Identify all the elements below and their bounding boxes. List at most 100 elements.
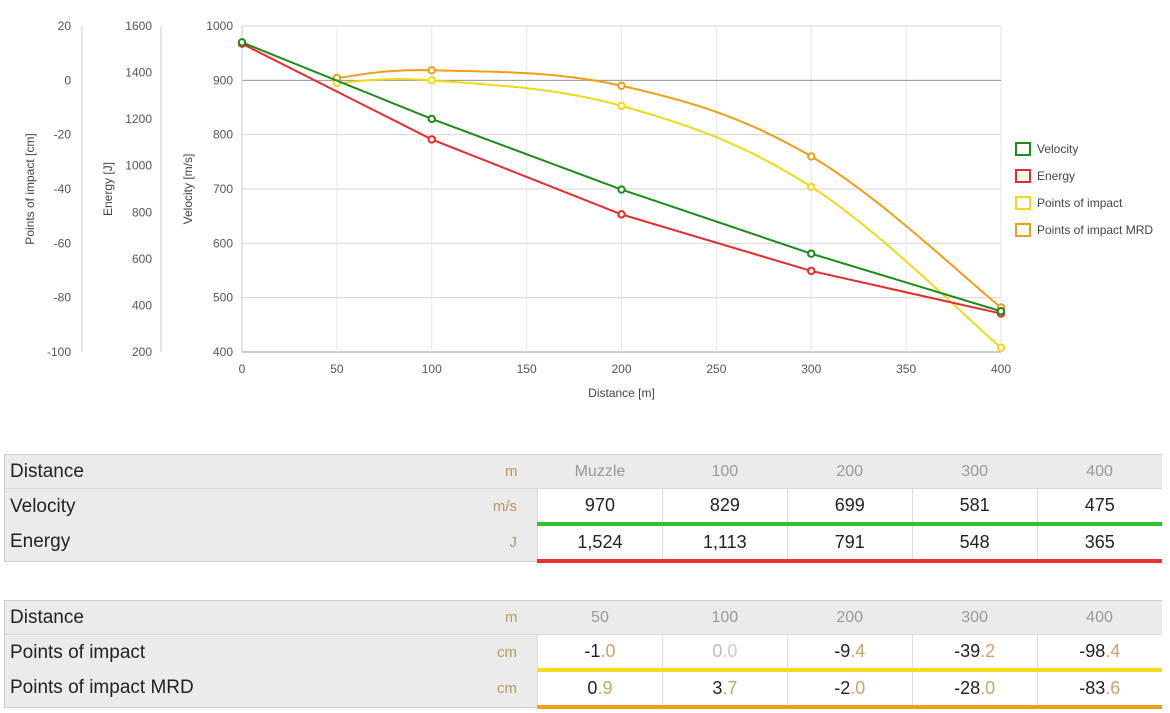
legend-swatch-velocity	[1015, 142, 1031, 156]
table-row: Points of impact MRD cm 0.9 3.7 -2.0 -28.0 -83…	[4, 670, 1162, 709]
points-of-impact-mrd-point	[427, 66, 436, 75]
value-decimal: .6	[1105, 678, 1121, 698]
value-cell: 791	[786, 524, 913, 563]
y-tick-label: 1200	[125, 112, 152, 126]
points-of-impact-point	[427, 76, 436, 85]
value-decimal: .0	[722, 641, 738, 661]
row-unit: cm	[424, 670, 538, 708]
row-label: Energy	[4, 524, 425, 562]
y-tick-label: 700	[213, 182, 233, 196]
y-tick-label: 500	[213, 291, 233, 305]
table-row: Velocity m/s 970 829 699 581 475	[4, 488, 1162, 526]
value-cell: -1.0	[537, 634, 663, 672]
value-integer: 1,524	[577, 532, 623, 552]
value-cell: 1,524	[537, 524, 663, 563]
legend-swatch-energy	[1015, 169, 1031, 183]
legend-swatch-points-of-impact	[1015, 196, 1031, 210]
value-cell: 548	[911, 524, 1038, 563]
value-cell: 581	[911, 488, 1038, 526]
value-cell: 0.9	[537, 670, 663, 709]
points-of-impact-table: Distance m 50 100 200 300 400 Points of impact c…	[4, 600, 1162, 709]
value-cell: 365	[1036, 524, 1162, 563]
value-integer: 0	[587, 678, 598, 698]
table-row: Energy J 1,524 1,113 791 548 365	[4, 524, 1162, 563]
y-tick-label: -80	[54, 291, 72, 305]
legend-label-energy: Energy	[1037, 169, 1075, 183]
value-decimal: .4	[1105, 641, 1121, 661]
distance-value: 100	[662, 454, 788, 489]
value-decimal: .0	[600, 641, 616, 661]
legend-label-points-of-impact: Points of impact	[1037, 196, 1123, 210]
value-cell: -83.6	[1036, 670, 1162, 709]
value-cell: -98.4	[1036, 634, 1162, 672]
value-integer: 0	[712, 641, 723, 661]
distance-value: 200	[787, 454, 913, 489]
distance-unit: m	[424, 454, 538, 489]
value-integer: 365	[1084, 532, 1115, 552]
points-of-impact-line	[336, 77, 1002, 349]
distance-value: 400	[1037, 600, 1162, 635]
value-integer: 475	[1084, 495, 1115, 515]
x-tick-label: 300	[801, 362, 821, 376]
y-axis-title: Velocity [m/s]	[181, 154, 195, 225]
velocity-point	[617, 185, 626, 194]
value-integer: -28	[954, 678, 981, 698]
legend-label-velocity: Velocity	[1037, 142, 1078, 156]
y-tick-label: 400	[132, 298, 152, 312]
y-tick-label: 600	[132, 252, 152, 266]
x-tick-label: 150	[517, 362, 537, 376]
value-decimal: .7	[722, 678, 738, 698]
table-header-row: Distance m Muzzle 100 200 300 400	[4, 454, 1162, 489]
distance-value: 300	[912, 454, 1038, 489]
legend-label-points-of-impact-mrd: Points of impact MRD	[1037, 223, 1153, 237]
y-tick-label: 1600	[125, 19, 152, 33]
legend-swatch-points-of-impact-mrd	[1015, 223, 1031, 237]
distance-value: 50	[537, 600, 663, 635]
distance-value: 100	[662, 600, 788, 635]
points-of-impact-point	[807, 182, 816, 192]
value-integer: 548	[959, 532, 990, 552]
value-decimal: .4	[850, 641, 866, 661]
row-label: Points of impact MRD	[4, 670, 425, 708]
y-tick-label: -20	[54, 128, 72, 142]
distance-unit: m	[424, 600, 538, 635]
y-tick-label: -100	[47, 345, 71, 359]
value-integer: 1,113	[702, 532, 747, 552]
x-axis-title: Distance [m]	[588, 386, 655, 400]
distance-label: Distance	[4, 454, 425, 489]
row-unit: m/s	[424, 488, 538, 524]
value-cell: 699	[786, 488, 913, 526]
value-cell: 475	[1036, 488, 1162, 526]
velocity-energy-table: Distance m Muzzle 100 200 300 400 Velocity m/s 97…	[4, 454, 1162, 563]
value-decimal: .0	[850, 678, 866, 698]
row-unit: J	[424, 524, 538, 562]
points-of-impact-mrd-point	[617, 81, 626, 90]
x-tick-label: 400	[991, 362, 1011, 376]
points-of-impact-point	[996, 343, 1006, 352]
x-tick-label: 250	[706, 362, 726, 376]
points-of-impact-mrd-line	[336, 69, 1002, 309]
points-of-impact-point	[617, 101, 626, 111]
y-tick-label: 1000	[206, 19, 233, 33]
y-tick-label: 400	[213, 345, 233, 359]
velocity-point	[807, 249, 816, 258]
y-tick-label: -60	[54, 236, 72, 250]
y-tick-label: 900	[213, 73, 233, 87]
energy-point	[617, 210, 626, 219]
value-integer: -83	[1079, 678, 1106, 698]
y-tick-label: 1000	[125, 159, 152, 173]
value-decimal: .9	[597, 678, 613, 698]
y-tick-label: 20	[58, 19, 72, 33]
y-tick-label: 800	[213, 128, 233, 142]
points-of-impact-mrd-point	[807, 152, 816, 161]
velocity-point	[996, 307, 1006, 316]
value-integer: -98	[1079, 641, 1106, 661]
value-cell: 0.0	[661, 634, 788, 672]
value-cell: 829	[661, 488, 788, 526]
y-tick-label: 200	[132, 345, 152, 359]
y-tick-label: -40	[54, 182, 72, 196]
x-tick-label: 350	[896, 362, 916, 376]
value-cell: -9.4	[786, 634, 913, 672]
value-cell: -28.0	[911, 670, 1038, 709]
